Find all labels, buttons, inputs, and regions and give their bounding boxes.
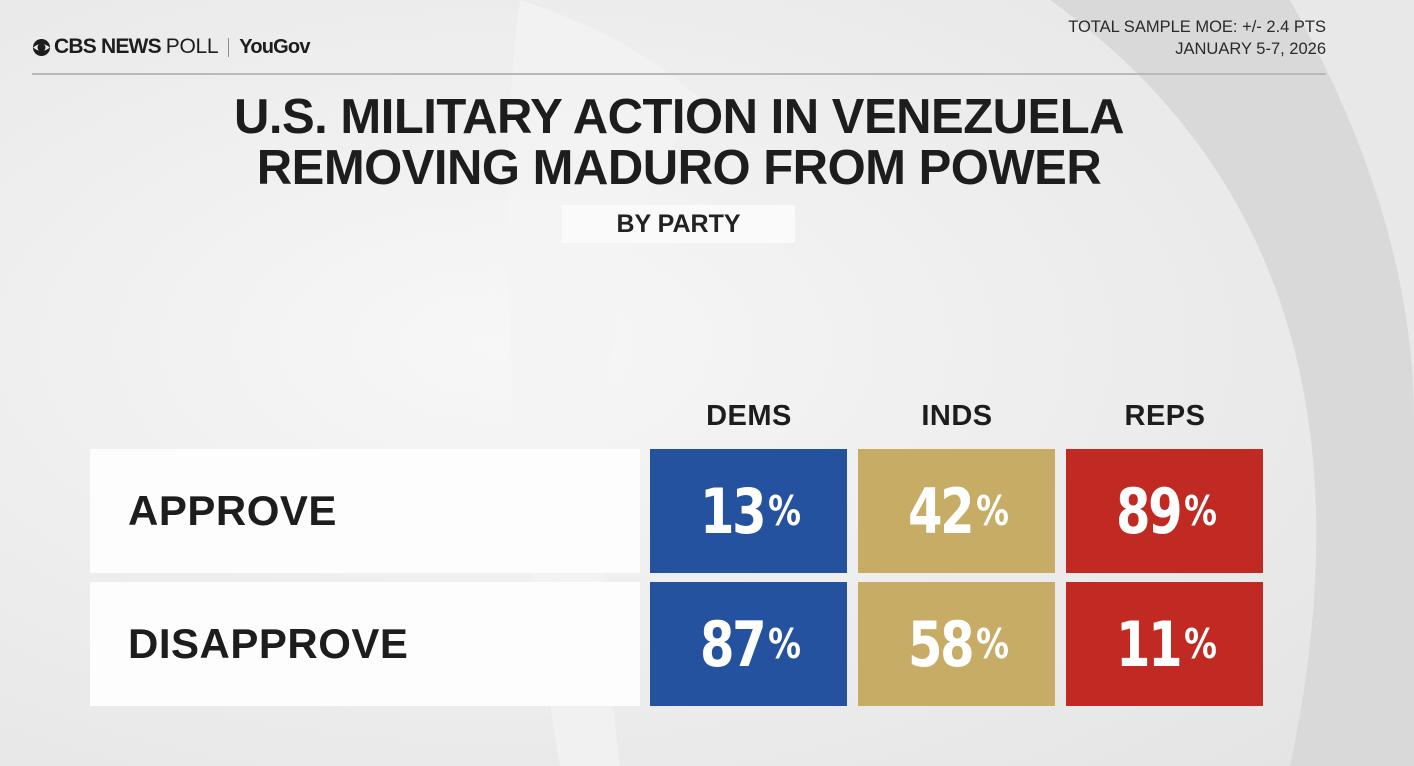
value-cell-disapprove-reps: 11% [1066, 582, 1263, 706]
value-number: 13 [700, 474, 767, 548]
poll-meta: TOTAL SAMPLE MOE: +/- 2.4 PTS JANUARY 5-… [1068, 16, 1326, 60]
brand-poll: POLL [165, 35, 219, 58]
percent-sign: % [767, 620, 801, 668]
row-label-disapprove: DISAPPROVE [90, 582, 640, 706]
percent-sign: % [975, 487, 1009, 535]
column-header-inds: INDS [921, 400, 993, 432]
title-line-1: U.S. MILITARY ACTION IN VENEZUELA [233, 90, 1125, 144]
poll-brand: CBS NEWS POLL YouGov [32, 30, 310, 64]
brand-name: CBS NEWS [54, 35, 162, 58]
header-divider [32, 73, 1326, 75]
value-cell-approve-reps: 89% [1066, 449, 1263, 573]
value-number: 42 [908, 474, 975, 548]
cbs-eye-icon [32, 38, 51, 56]
partner-logo: YouGov [239, 35, 310, 58]
value-number: 87 [700, 607, 767, 681]
value-cell-disapprove-dems: 87% [650, 582, 847, 706]
column-header-dems: DEMS [706, 400, 792, 432]
percent-sign: % [767, 487, 801, 535]
sample-moe: TOTAL SAMPLE MOE: +/- 2.4 PTS [1068, 18, 1326, 36]
value-number: 11 [1116, 607, 1183, 681]
chart-title: U.S. MILITARY ACTION IN VENEZUELA REMOVI… [0, 92, 1358, 194]
percent-sign: % [1183, 487, 1217, 535]
value-number: 58 [908, 607, 975, 681]
percent-sign: % [975, 620, 1009, 668]
row-label-approve: APPROVE [90, 449, 640, 573]
value-cell-disapprove-inds: 58% [858, 582, 1055, 706]
column-header-reps: REPS [1124, 400, 1206, 432]
title-line-2: REMOVING MADURO FROM POWER [256, 141, 1102, 195]
percent-sign: % [1183, 620, 1217, 668]
poll-dates: JANUARY 5-7, 2026 [1175, 40, 1326, 58]
value-cell-approve-dems: 13% [650, 449, 847, 573]
chart-subtitle: BY PARTY [562, 205, 795, 243]
brand-divider [228, 37, 230, 57]
value-number: 89 [1116, 474, 1183, 548]
value-cell-approve-inds: 42% [858, 449, 1055, 573]
